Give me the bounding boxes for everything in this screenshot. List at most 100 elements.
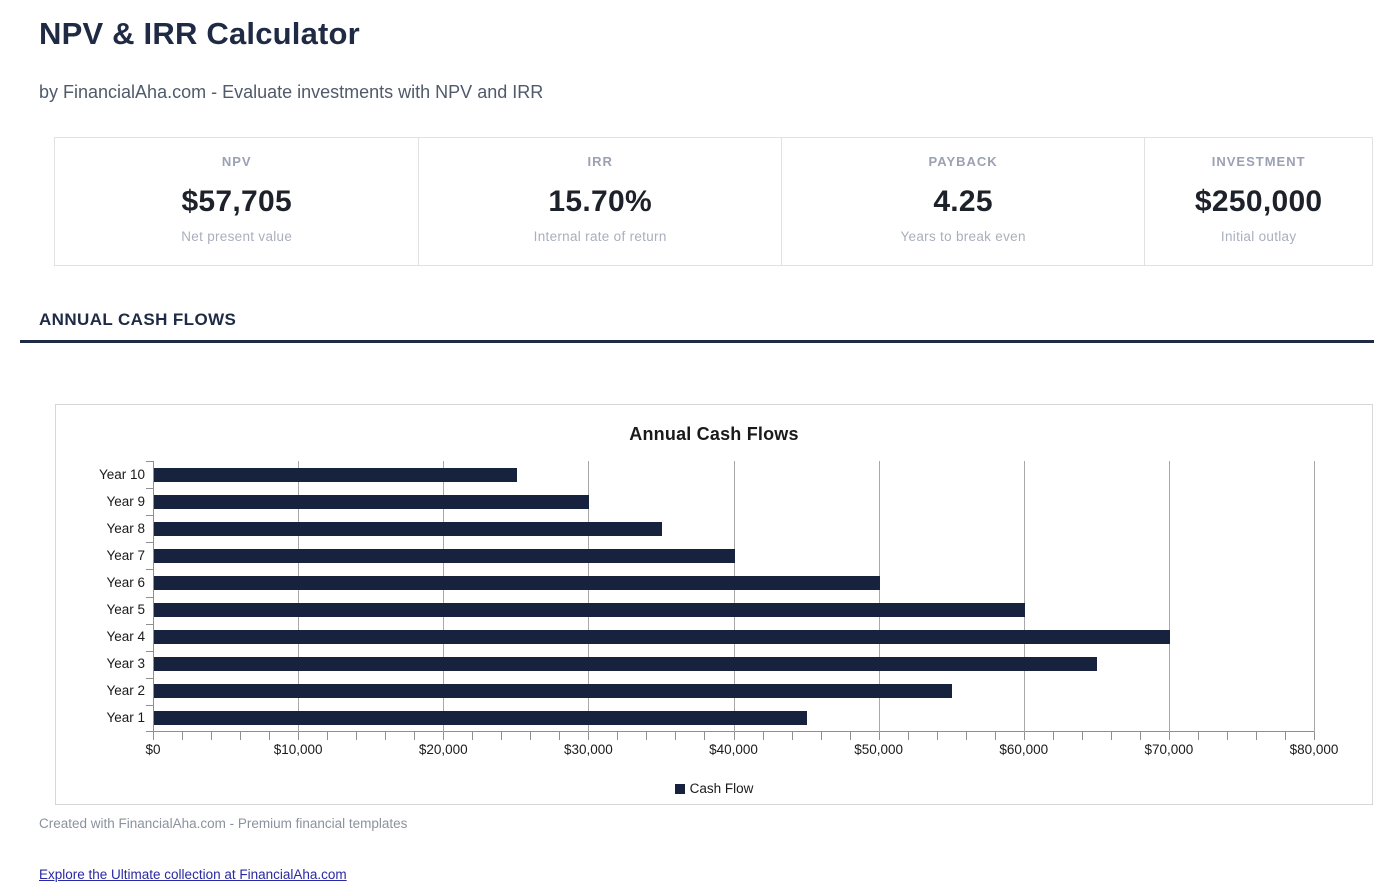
- stat-card-value: $57,705: [181, 185, 292, 218]
- y-axis-label: Year 9: [106, 493, 145, 509]
- stat-card-label: PAYBACK: [928, 154, 998, 169]
- x-axis-tick: [501, 732, 503, 740]
- stat-card-sublabel: Internal rate of return: [533, 229, 667, 244]
- x-axis-tick: [298, 732, 300, 740]
- stat-card-value: 4.25: [933, 185, 993, 218]
- stat-card-investment: INVESTMENT $250,000 Initial outlay: [1144, 138, 1372, 265]
- x-axis-tick-label: $50,000: [854, 742, 904, 757]
- stat-card-label: IRR: [587, 154, 613, 169]
- plot-area: [146, 461, 1315, 740]
- x-axis-tick: [936, 732, 938, 740]
- gridline: [298, 461, 300, 732]
- chart-title: Annual Cash Flows: [629, 424, 799, 444]
- footer-note: Created with FinancialAha.com - Premium …: [39, 816, 408, 831]
- x-axis-tick: [820, 732, 822, 740]
- x-axis-tick: [1023, 732, 1025, 740]
- x-axis-tick: [385, 732, 387, 740]
- y-axis-label: Year 2: [106, 683, 145, 699]
- x-axis-tick: [153, 732, 154, 740]
- x-axis-tick: [1110, 732, 1112, 740]
- x-axis-tick: [182, 732, 184, 740]
- page-subtitle: by FinancialAha.com - Evaluate investmen…: [39, 82, 544, 102]
- section-heading-annual-cash-flows: ANNUAL CASH FLOWS: [39, 310, 237, 329]
- stat-card-sublabel: Net present value: [181, 229, 293, 244]
- footer-link[interactable]: Explore the Ultimate collection at Finan…: [39, 867, 347, 882]
- bar: [154, 630, 1170, 645]
- y-axis-label: Year 4: [106, 629, 145, 645]
- page-title: NPV & IRR Calculator: [39, 16, 360, 51]
- x-axis-tick: [530, 732, 532, 740]
- stat-card-label: NPV: [221, 154, 252, 169]
- x-axis-tick: [588, 732, 590, 740]
- x-axis-tick: [269, 732, 271, 740]
- x-axis-tick: [791, 732, 793, 740]
- bar: [154, 494, 590, 509]
- x-axis-tick: [1314, 732, 1315, 740]
- bar: [154, 548, 735, 563]
- x-axis-tick: [1226, 732, 1228, 740]
- x-axis-tick: [907, 732, 909, 740]
- y-axis-tick: [146, 569, 153, 571]
- legend-swatch-icon: [674, 783, 685, 794]
- y-axis-label: Year 3: [106, 656, 145, 672]
- x-axis-tick: [762, 732, 764, 740]
- x-axis-tick-label: $20,000: [418, 742, 468, 757]
- stat-card-npv: NPV $57,705 Net present value: [55, 138, 419, 265]
- x-axis-tick: [472, 732, 474, 740]
- x-axis-tick: [327, 732, 329, 740]
- x-axis-tick: [617, 732, 619, 740]
- x-axis-tick-label: $70,000: [1144, 742, 1194, 757]
- y-axis-tick: [146, 488, 153, 490]
- y-axis-tick: [146, 596, 153, 598]
- y-axis-tick: [146, 650, 153, 652]
- x-axis-tick-label: $60,000: [999, 742, 1049, 757]
- x-axis-tick: [1197, 732, 1199, 740]
- y-axis-tick: [146, 542, 153, 544]
- bar: [154, 657, 1098, 672]
- x-axis-tick: [559, 732, 561, 740]
- y-axis-tick: [146, 731, 153, 732]
- bar: [154, 603, 1025, 618]
- x-axis-tick: [1284, 732, 1286, 740]
- x-axis-tick: [240, 732, 242, 740]
- x-axis-tick: [675, 732, 677, 740]
- y-axis-line: [153, 461, 154, 732]
- cash-flow-chart: Annual Cash Flows Year 10 Year 9 Year 8 Yea…: [55, 404, 1373, 805]
- y-axis-tick: [146, 461, 153, 462]
- x-axis-tick: [965, 732, 967, 740]
- gridline: [733, 461, 735, 732]
- gridline: [588, 461, 590, 732]
- x-axis-tick: [1052, 732, 1054, 740]
- bar: [154, 575, 880, 590]
- x-axis-tick: [356, 732, 358, 740]
- y-axis-label: Year 10: [98, 466, 145, 482]
- y-axis-tick: [146, 623, 153, 625]
- x-axis-tick-label: $30,000: [563, 742, 613, 757]
- section-divider: [20, 340, 1374, 343]
- stat-card-sublabel: Initial outlay: [1220, 229, 1297, 244]
- chart-x-axis-labels: $0 $10,000 $20,000 $30,000 $40,000 $50,000 $60…: [145, 742, 1338, 759]
- x-axis-tick: [1255, 732, 1257, 740]
- x-axis-tick: [211, 732, 213, 740]
- chart-y-axis-labels: Year 10 Year 9 Year 8 Year 7 Year 6 Year 5 Yea…: [56, 461, 145, 732]
- legend-label: Cash Flow: [689, 781, 754, 796]
- chart-legend: Cash Flow: [56, 781, 1372, 796]
- stat-card-value: $250,000: [1194, 185, 1323, 218]
- stat-card-label: INVESTMENT: [1211, 154, 1306, 169]
- stat-card-irr: IRR 15.70% Internal rate of return: [418, 138, 781, 265]
- stat-card-value: 15.70%: [548, 185, 652, 218]
- x-axis-tick-label: $80,000: [1289, 742, 1339, 757]
- x-axis-tick: [646, 732, 648, 740]
- x-axis-tick: [733, 732, 735, 740]
- gridline: [443, 461, 445, 732]
- y-axis-tick: [146, 677, 153, 679]
- y-axis-label: Year 7: [106, 547, 145, 563]
- x-axis-tick: [1168, 732, 1170, 740]
- stat-cards-row: NPV $57,705 Net present value IRR 15.70%…: [54, 137, 1373, 266]
- x-axis-tick: [878, 732, 880, 740]
- y-axis-label: Year 1: [106, 710, 145, 726]
- x-axis-tick-label: $0: [145, 742, 161, 757]
- x-axis-tick: [704, 732, 706, 740]
- x-axis-tick: [1081, 732, 1083, 740]
- x-axis-tick: [443, 732, 445, 740]
